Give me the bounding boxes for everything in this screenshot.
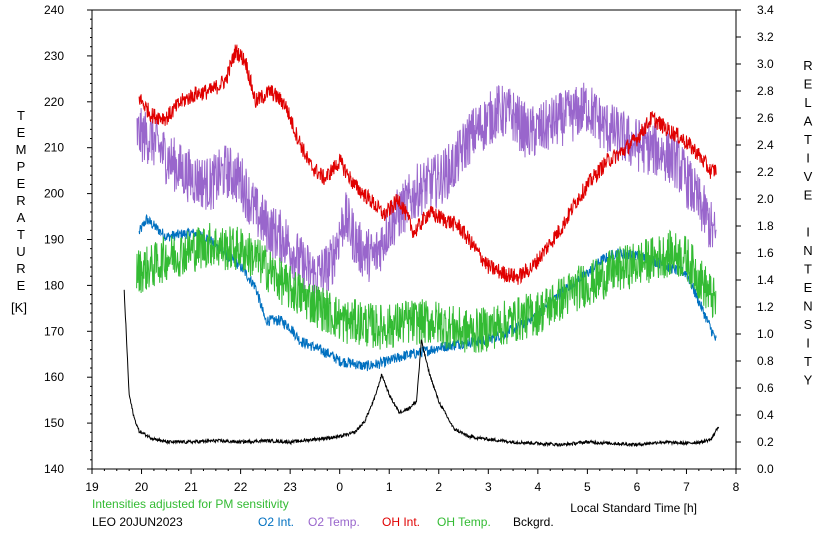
right-tick-label: 2.6 [757,111,774,125]
axis-letter: U [16,244,25,259]
x-axis-ticks: 19 20 21 22 23 0 1 2 3 4 5 6 7 8 [85,469,740,494]
axis-letter: E [17,176,26,191]
left-tick-label: 240 [44,3,64,17]
x-tick-label: 7 [683,480,690,494]
left-axis-unit: [K] [11,300,27,315]
right-tick-label: 3.0 [757,57,774,71]
axis-letter: T [804,132,812,147]
axis-letter: I [806,225,810,240]
axis-letter: E [804,188,813,203]
axis-letter: E [804,280,813,295]
right-tick-label: 1.6 [757,246,774,260]
x-tick-label: 20 [135,480,149,494]
legend-entry: OH Temp. [437,515,491,529]
axis-letter: T [804,354,812,369]
axis-letter: R [16,193,25,208]
axis-letter: E [17,278,26,293]
left-tick-label: 170 [44,324,64,338]
axis-letter: N [803,243,812,258]
axis-letter: M [16,142,27,157]
right-tick-label: 1.8 [757,219,774,233]
axis-letter: E [804,77,813,92]
axis-letter: A [17,210,26,225]
left-tick-label: 160 [44,370,64,384]
right-tick-label: 1.4 [757,273,774,287]
x-tick-label: 21 [184,480,198,494]
left-tick-label: 220 [44,95,64,109]
left-tick-label: 140 [44,462,64,476]
x-tick-label: 4 [535,480,542,494]
station-label: LEO 20JUN2023 [92,515,183,529]
x-tick-label: 19 [85,480,99,494]
axis-letter: S [804,317,813,332]
right-tick-label: 0.8 [757,354,774,368]
axis-letter: T [17,227,25,242]
x-tick-label: 2 [435,480,442,494]
right-tick-label: 0.4 [757,408,774,422]
left-tick-label: 210 [44,141,64,155]
legend-entry: OH Int. [382,515,420,529]
axis-letter: I [806,151,810,166]
right-tick-label: 0.2 [757,435,774,449]
x-tick-label: 8 [733,480,740,494]
series-layer [123,44,720,448]
right-axis-ticks: 0.0 0.2 0.4 0.6 0.8 1.0 1.2 1.4 1.6 1.8 2.0 2.2 2.4 2… [736,3,774,476]
right-tick-label: 0.0 [757,462,774,476]
right-tick-label: 3.4 [757,3,774,17]
axis-letter: R [803,58,812,73]
right-tick-label: 2.8 [757,84,774,98]
right-tick-label: 2.0 [757,192,774,206]
right-tick-label: 0.6 [757,381,774,395]
legend-entry: O2 Int. [258,515,294,529]
left-tick-label: 230 [44,49,64,63]
x-tick-label: 22 [234,480,248,494]
left-tick-label: 200 [44,187,64,201]
left-tick-label: 190 [44,233,64,247]
left-tick-label: 150 [44,416,64,430]
series-line-4 [123,289,720,448]
axis-letter: T [17,108,25,123]
axis-letter: R [16,261,25,276]
series-line-2 [138,44,717,285]
x-tick-label: 6 [634,480,641,494]
legend-entry: O2 Temp. [308,515,360,529]
right-tick-label: 1.0 [757,327,774,341]
legend: O2 Int. O2 Temp. OH Int. OH Temp. Bckgrd. [258,515,554,529]
right-tick-label: 2.2 [757,165,774,179]
axis-letter: L [804,95,811,110]
axis-letter: V [804,169,813,184]
x-tick-label: 0 [336,480,343,494]
right-tick-label: 2.4 [757,138,774,152]
left-tick-label: 180 [44,278,64,292]
series-line-3 [136,222,717,353]
x-tick-label: 23 [283,480,297,494]
x-tick-label: 1 [386,480,393,494]
x-axis-label: Local Standard Time [h] [570,501,697,515]
axis-letter: A [804,114,813,129]
right-tick-label: 3.2 [757,30,774,44]
axis-letter: I [806,336,810,351]
right-tick-label: 1.2 [757,300,774,314]
x-tick-label: 5 [584,480,591,494]
x-tick-label: 3 [485,480,492,494]
left-axis-ticks: 140 150 160 170 180 190 200 210 220 230 240 [44,3,92,476]
sensitivity-note: Intensities adjusted for PM sensitivity [92,497,289,511]
axis-letter: E [17,125,26,140]
axis-letter: N [803,299,812,314]
axis-letter: Y [804,373,813,388]
axis-letter: P [17,159,26,174]
legend-entry: Bckgrd. [513,515,554,529]
axis-letter: T [804,262,812,277]
